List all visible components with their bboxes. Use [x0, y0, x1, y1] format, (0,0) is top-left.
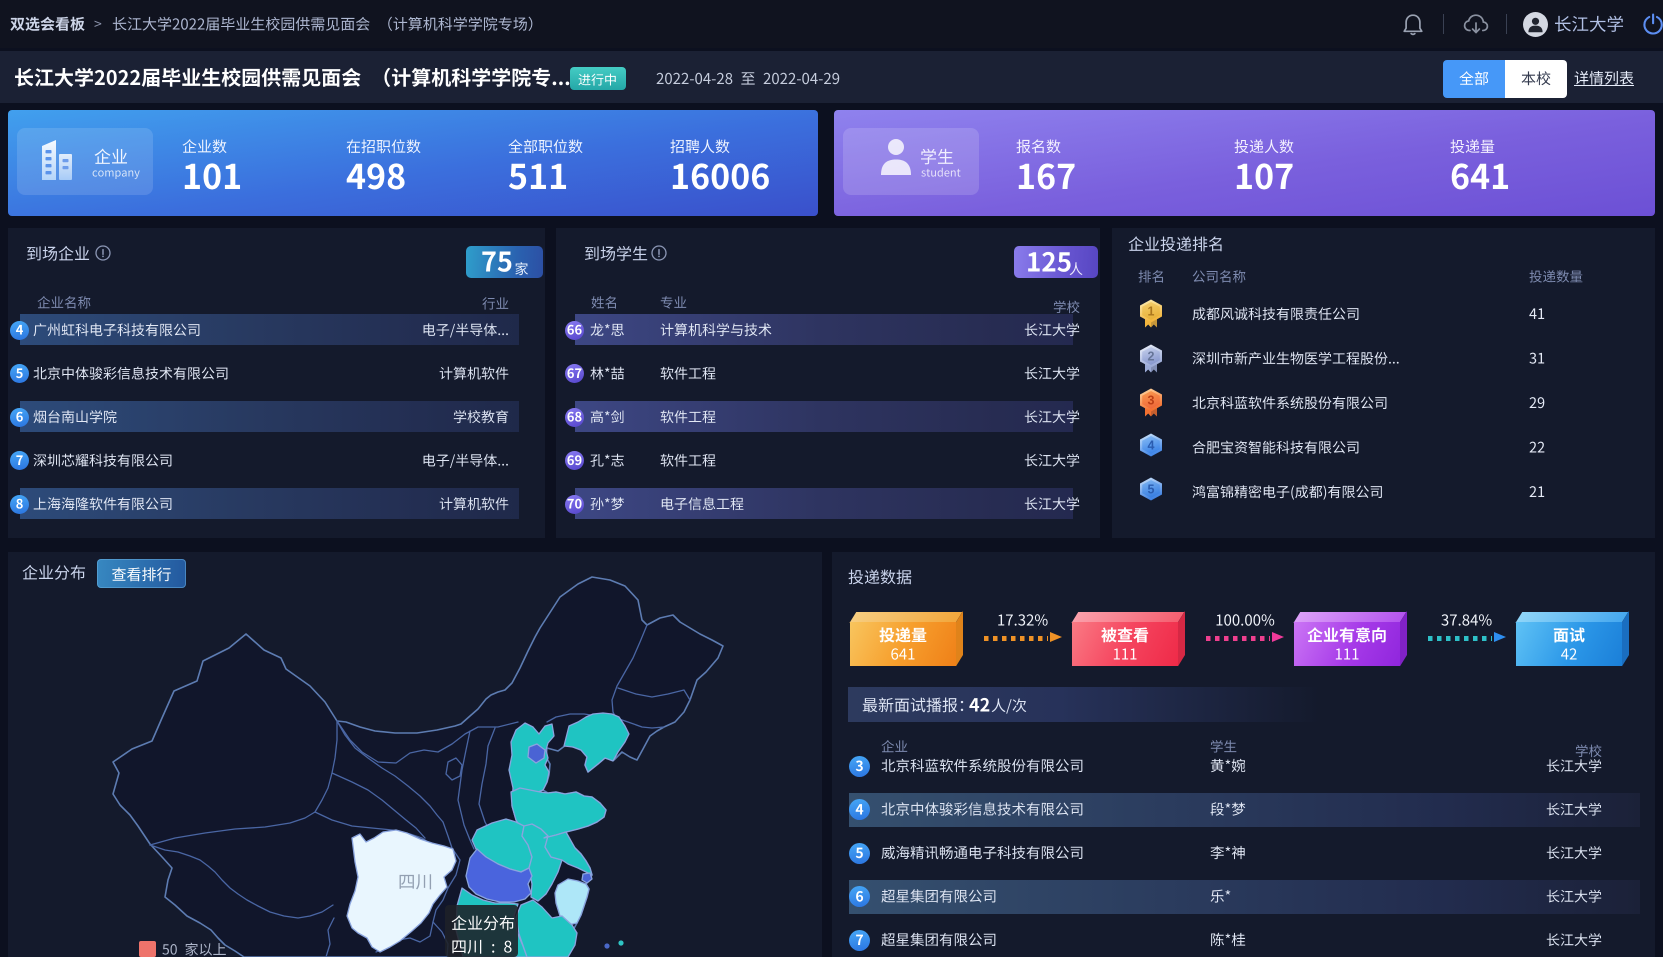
svg-text:4: 4 — [1147, 438, 1154, 452]
svg-text:3: 3 — [1147, 393, 1154, 407]
svg-text:5: 5 — [1147, 482, 1154, 496]
svg-text:1: 1 — [1147, 304, 1154, 318]
svg-text:2: 2 — [1147, 349, 1154, 363]
